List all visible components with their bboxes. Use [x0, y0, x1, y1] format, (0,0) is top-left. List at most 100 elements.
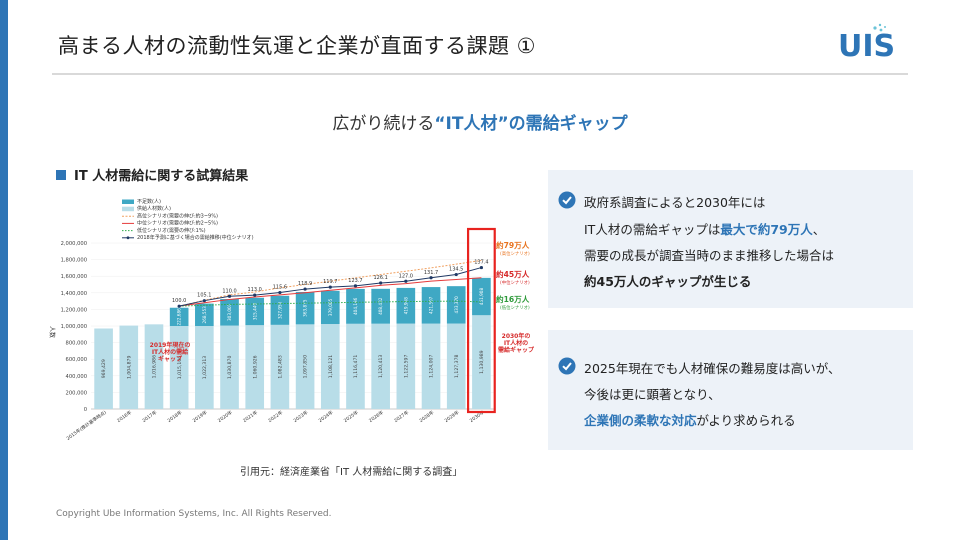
- trend-point: [177, 304, 181, 308]
- shortage-bar: [371, 288, 390, 324]
- supply-bar: [94, 328, 113, 409]
- x-tick-label: 2018年: [166, 409, 184, 424]
- box1-line2-suffix: 、: [812, 222, 826, 237]
- supply-data-label: 1,004,879: [126, 356, 132, 379]
- supply-bar: [144, 324, 164, 409]
- supply-bar: [220, 325, 239, 409]
- annotation-gap-2019: IT人材の需給: [152, 348, 189, 356]
- mid-scenario-line: [179, 277, 482, 307]
- shortage-data-label: 404,186: [353, 297, 358, 315]
- page-title: 高まる人材の流動性気運と企業が直面する課題 ①: [58, 34, 536, 58]
- legend-label: 高位シナリオ(需要の伸び:約3~9%): [137, 212, 218, 219]
- shortage-data-label: 419,968: [403, 297, 408, 315]
- shortage-bar: [295, 291, 315, 325]
- annotation-gap-2030: 需給ギャップ: [498, 346, 535, 354]
- y-axis-label: 人数: [48, 326, 56, 338]
- legend-swatch: [122, 206, 134, 212]
- supply-data-label: 1,060,926: [252, 355, 258, 378]
- trend-data-label: 100.0: [172, 298, 186, 304]
- annotation-gap-2019: ギャップ: [158, 355, 183, 363]
- legend-label: 供給人材数(人): [137, 205, 171, 212]
- subtitle-highlight: “IT人材”の需給ギャップ: [434, 114, 628, 134]
- y-tick-label: 0: [84, 407, 87, 413]
- shortage-bar: [472, 277, 491, 316]
- copyright: Copyright Ube Information Systems, Inc. …: [56, 509, 332, 519]
- supply-data-label: 1,127,378: [454, 354, 460, 377]
- trend-data-label: 137.4: [474, 260, 488, 266]
- x-tick-label: 2016年: [116, 409, 134, 424]
- y-tick-label: 600,000: [66, 357, 87, 363]
- check-circle-icon: [558, 357, 576, 375]
- x-tick-label: 2027年: [393, 409, 411, 424]
- box2-line1: 2025年現在でも人材確保の難易度は高いが、: [584, 361, 841, 376]
- supply-data-label: 1,030,870: [227, 356, 233, 379]
- section-label-text: IT 人材需給に関する試算結果: [74, 169, 249, 184]
- y-tick-label: 1,400,000: [61, 291, 87, 297]
- trend-data-label: 119.7: [323, 279, 337, 285]
- supply-bar: [396, 323, 416, 409]
- shortage-data-label: 379,005: [328, 298, 333, 316]
- legend-label: 低位シナリオ(需要の伸び:1%): [137, 227, 206, 234]
- supply-data-label: 1,108,121: [328, 355, 334, 378]
- x-tick-label: 2019年: [191, 409, 209, 424]
- supply-bar: [169, 326, 189, 409]
- trend-data-label: 105.1: [197, 293, 211, 299]
- left-accent-bar: [0, 0, 8, 540]
- supply-bar: [472, 315, 491, 409]
- legend-label: 不足数(人): [137, 198, 161, 205]
- supply-bar: [346, 323, 365, 409]
- slide-subtitle: 広がり続ける“IT人材”の需給ギャップ: [0, 109, 960, 134]
- square-bullet-icon: [56, 169, 66, 180]
- trend-point: [202, 299, 206, 303]
- annotation-gap-2030: 2030年の: [502, 332, 531, 340]
- trend-data-label: 113.0: [248, 287, 262, 293]
- supply-bar: [295, 324, 315, 409]
- shortage-data-label: 451,908: [479, 288, 484, 306]
- x-tick-label: 2023年: [292, 409, 310, 424]
- trend-point: [328, 285, 332, 289]
- trend-data-label: 126.1: [373, 275, 387, 281]
- supply-data-label: 1,082,483: [278, 355, 284, 378]
- shortage-bar: [396, 287, 416, 324]
- x-tick-label: 2017年: [141, 409, 159, 424]
- it-supply-demand-chart: 0 200,000 400,000 600,000 800,000 1,000,000 1,…: [48, 198, 535, 442]
- box1-line1: 政府系調査によると2030年には: [584, 195, 766, 210]
- supply-data-label: 1,124,007: [429, 355, 435, 378]
- annotation-gap-2030: IT人材の: [504, 339, 528, 347]
- supply-bar: [371, 323, 390, 409]
- shortage-bar: [169, 307, 189, 326]
- y-tick-label: 1,600,000: [61, 274, 87, 280]
- legend-swatch-marker: [126, 236, 130, 240]
- box1-line2: IT人材の需給ギャップは最大で約79万人、: [584, 219, 825, 238]
- supply-bar: [421, 323, 441, 409]
- chart-section-label: IT 人材需給に関する試算結果: [56, 165, 248, 184]
- trend-point: [454, 272, 458, 277]
- supply-bar: [320, 324, 340, 409]
- x-tick-label: 2022年: [267, 409, 285, 424]
- trend-point: [429, 276, 433, 280]
- shortage-data-label: 327,956: [278, 301, 283, 319]
- info-box-1: 政府系調査によると2030年には IT人材の需給ギャップは最大で約79万人、 需…: [548, 170, 913, 308]
- uis-logo: UIS: [838, 23, 895, 62]
- shortage-bar: [346, 288, 365, 324]
- shortage-data-label: 363,875: [303, 299, 308, 317]
- supply-bar: [270, 324, 290, 409]
- x-tick-label: 2015年(推計基準時点): [65, 409, 108, 442]
- box2-line3-highlight: 企業側の柔軟な対応: [584, 413, 697, 428]
- supply-data-label: 1,130,989: [479, 350, 485, 373]
- supply-bar: [195, 326, 214, 409]
- annotation-low: 約16万人: [496, 294, 530, 304]
- shortage-data-label: 222,686: [177, 308, 182, 326]
- box2-line3-suffix: がより求められる: [696, 413, 796, 428]
- shortage-data-label: 303,001: [227, 303, 232, 321]
- trend-data-label: 118.9: [298, 281, 312, 287]
- trend-data-label: 134.5: [449, 267, 463, 273]
- box1-line2-prefix: IT人材の需給ギャップは: [584, 222, 721, 237]
- shortage-data-label: 408,432: [378, 297, 383, 315]
- supply-bar: [119, 325, 139, 409]
- box1-line3: 需要の成長が調査当時のまま推移した場合は: [584, 248, 835, 263]
- annotation-mid: 約45万人: [496, 269, 530, 279]
- box2-line3: 企業側の柔軟な対応がより求められる: [584, 410, 796, 429]
- shortage-data-label: 421,507: [429, 296, 434, 314]
- y-tick-label: 1,800,000: [61, 258, 87, 264]
